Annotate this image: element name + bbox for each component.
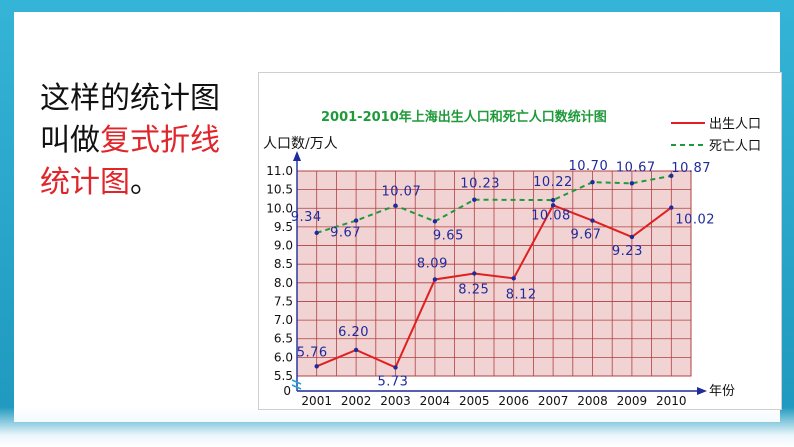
x-tick-label: 2006 bbox=[498, 394, 529, 408]
births-series-point bbox=[669, 205, 674, 210]
y-tick-label: 11.0 bbox=[266, 164, 293, 178]
y-tick-label: 8.0 bbox=[274, 276, 293, 290]
births-data-label: 6.20 bbox=[338, 325, 369, 340]
y-tick-label: 5.5 bbox=[274, 369, 293, 383]
births-data-label: 8.09 bbox=[417, 256, 448, 271]
x-tick-label: 2004 bbox=[420, 394, 451, 408]
births-data-label: 10.02 bbox=[675, 213, 715, 228]
births-series-point bbox=[353, 347, 359, 353]
caption-part-1: 这样的统计图叫做 bbox=[40, 81, 220, 158]
births-series-point bbox=[590, 218, 595, 223]
deaths-series-point bbox=[550, 197, 556, 203]
births-series-point bbox=[314, 364, 319, 369]
chart-card: 0 5.5 6.0 6.5 7.0 7.5 8.0 8.5 9.0 9.5 10.0 10.5 11.0… bbox=[258, 72, 782, 410]
deaths-data-label: 10.23 bbox=[460, 177, 500, 192]
y-tick-label: 10.0 bbox=[266, 201, 293, 215]
deaths-series-point bbox=[629, 181, 635, 186]
caption-highlight: 复式折线统计图 bbox=[40, 123, 220, 200]
births-series-point bbox=[511, 276, 516, 281]
y-tick-label: 7.0 bbox=[274, 313, 293, 327]
y-tick-label: 6.5 bbox=[274, 332, 293, 346]
y-tick-label: 0 bbox=[283, 384, 291, 398]
x-axis-arrow bbox=[697, 387, 707, 395]
x-tick-label: 2002 bbox=[341, 394, 372, 408]
caption-part-3: 。 bbox=[130, 165, 160, 200]
births-series-point bbox=[550, 203, 556, 208]
x-tick-label: 2007 bbox=[538, 394, 569, 408]
births-data-label: 10.08 bbox=[531, 208, 571, 223]
deaths-data-label: 10.70 bbox=[569, 159, 609, 174]
chart-title: 2001-2010年上海出生人口和死亡人口数统计图 bbox=[321, 109, 607, 125]
x-tick-label: 2008 bbox=[577, 394, 608, 408]
legend-deaths-label: 死亡人口 bbox=[709, 139, 761, 154]
deaths-series-point bbox=[432, 219, 438, 224]
births-series-point bbox=[432, 277, 438, 282]
deaths-series-line bbox=[316, 174, 672, 234]
caption-text: 这样的统计图叫做复式折线统计图。 bbox=[40, 78, 240, 204]
births-data-label: 9.23 bbox=[612, 244, 643, 259]
x-tick-label: 2003 bbox=[380, 394, 411, 408]
x-tick-label: 2010 bbox=[656, 394, 687, 408]
y-tick-label: 7.5 bbox=[274, 294, 293, 308]
births-data-label: 8.25 bbox=[458, 283, 489, 298]
births-data-label: 8.12 bbox=[506, 287, 537, 302]
y-axis-arrow bbox=[293, 151, 301, 161]
births-series-point bbox=[629, 234, 635, 240]
x-tick-label: 2009 bbox=[617, 394, 648, 408]
deaths-series-point bbox=[590, 179, 595, 185]
line-chart: 05.5 6.0 6.5 7.0 7.5 8.0 8.5 9.0 9.5 10.0 10.5 11.0… bbox=[263, 109, 761, 408]
deaths-data-label: 9.65 bbox=[433, 228, 464, 243]
births-data-label: 9.67 bbox=[571, 228, 602, 243]
deaths-series-point bbox=[314, 230, 319, 236]
y-axis-label: 人口数/万人 bbox=[263, 136, 338, 152]
deaths-data-label: 9.34 bbox=[291, 210, 322, 225]
x-tick-label: 2001 bbox=[301, 394, 332, 408]
axis-break-mark bbox=[291, 379, 302, 390]
deaths-series-point bbox=[353, 218, 359, 223]
births-data-label: 5.73 bbox=[378, 374, 409, 389]
deaths-data-label: 10.67 bbox=[616, 160, 656, 175]
deaths-data-label: 9.67 bbox=[330, 226, 361, 241]
births-series-point bbox=[393, 365, 398, 370]
deaths-data-label: 10.87 bbox=[671, 161, 711, 176]
snow-decoration bbox=[0, 407, 794, 447]
y-tick-label: 8.5 bbox=[274, 257, 293, 271]
y-tick-label: 6.0 bbox=[274, 350, 293, 364]
x-axis-label: 年份 bbox=[709, 384, 735, 399]
x-tick-label: 2005 bbox=[459, 394, 490, 408]
deaths-series-point bbox=[669, 173, 674, 179]
births-series-line bbox=[316, 204, 672, 369]
legend-births-label: 出生人口 bbox=[709, 117, 761, 132]
y-tick-label: 10.5 bbox=[266, 183, 293, 197]
deaths-data-label: 10.22 bbox=[533, 175, 573, 190]
deaths-series-point bbox=[472, 197, 477, 202]
deaths-data-label: 10.07 bbox=[382, 185, 422, 200]
y-tick-label: 9.0 bbox=[274, 239, 293, 253]
y-tick-label: 9.5 bbox=[274, 220, 293, 234]
births-data-label: 5.76 bbox=[297, 345, 328, 360]
deaths-series-point bbox=[393, 203, 398, 208]
births-series-point bbox=[472, 271, 477, 276]
